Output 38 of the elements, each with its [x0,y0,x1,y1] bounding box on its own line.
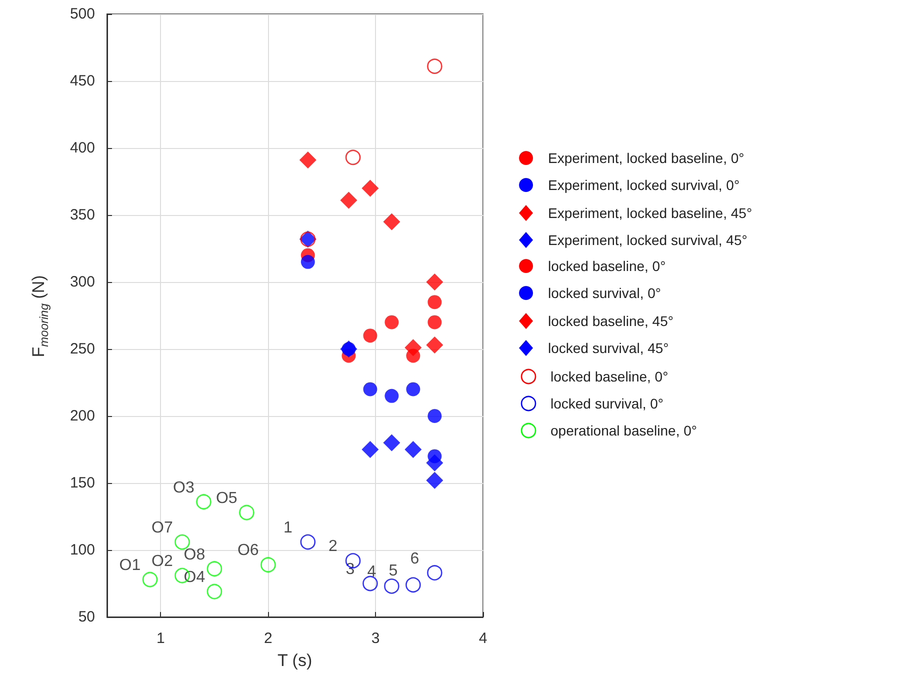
y-tick-label: 450 [70,72,95,90]
y-tick-label: 100 [70,542,95,558]
legend-label: locked survival, 0° [550,396,664,412]
y-tick-label: 150 [70,474,95,492]
legend-label: locked baseline, 0° [548,258,666,274]
legend-label: locked survival, 0° [548,285,661,301]
legend-label: Experiment, locked baseline, 0° [548,150,744,166]
legend-label: Experiment, locked survival, 45° [548,232,748,248]
annotation: O2 [152,552,173,570]
annotation: 1 [283,519,292,536]
y-tick-label: 350 [70,206,95,224]
y-tick-label: 200 [70,408,95,424]
legend-label: operational baseline, 0° [550,422,697,438]
annotation: 5 [388,562,398,580]
y-tick-label: 400 [70,140,95,156]
annotation: O3 [173,479,194,496]
y-tick-label: 500 [70,6,95,22]
legend-label: Experiment, locked survival, 0° [548,177,740,193]
legend-label: locked baseline, 0° [550,368,668,384]
annotation: 4 [367,564,376,581]
annotation: O6 [237,542,259,560]
x-axis-title: T (s) [278,651,312,671]
legend-label: locked survival, 45° [548,340,669,356]
legend-label: Experiment, locked baseline, 45° [548,205,752,221]
x-tick-label: 1 [156,630,165,647]
y-tick-label: 300 [70,274,95,290]
annotation: O5 [216,490,238,507]
annotation: O1 [119,556,141,574]
x-tick-label: 3 [371,630,380,647]
y-tick-label: 250 [70,340,95,358]
x-tick-label: 4 [478,630,488,647]
annotation: O8 [184,546,206,564]
annotation: O7 [152,519,173,536]
y-tick-label: 50 [78,608,95,626]
annotation: 6 [410,550,420,568]
x-tick-label: 2 [264,630,272,647]
annotation: 2 [328,538,338,556]
legend-label: locked baseline, 45° [548,313,674,329]
